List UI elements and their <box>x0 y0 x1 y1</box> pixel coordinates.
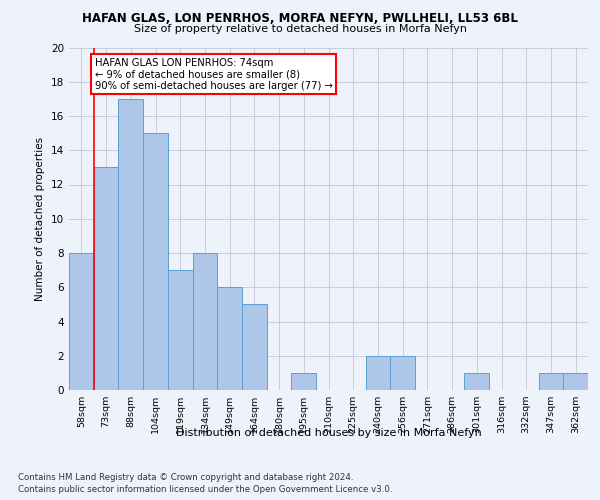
Text: Contains public sector information licensed under the Open Government Licence v3: Contains public sector information licen… <box>18 485 392 494</box>
Bar <box>242 304 267 390</box>
Text: Distribution of detached houses by size in Morfa Nefyn: Distribution of detached houses by size … <box>176 428 482 438</box>
Bar <box>94 168 118 390</box>
Bar <box>168 270 193 390</box>
Bar <box>390 356 415 390</box>
Bar <box>193 253 217 390</box>
Text: Contains HM Land Registry data © Crown copyright and database right 2024.: Contains HM Land Registry data © Crown c… <box>18 472 353 482</box>
Text: HAFAN GLAS LON PENRHOS: 74sqm
← 9% of detached houses are smaller (8)
90% of sem: HAFAN GLAS LON PENRHOS: 74sqm ← 9% of de… <box>95 58 333 91</box>
Bar <box>464 373 489 390</box>
Text: HAFAN GLAS, LON PENRHOS, MORFA NEFYN, PWLLHELI, LL53 6BL: HAFAN GLAS, LON PENRHOS, MORFA NEFYN, PW… <box>82 12 518 26</box>
Bar <box>69 253 94 390</box>
Bar <box>217 287 242 390</box>
Bar <box>292 373 316 390</box>
Y-axis label: Number of detached properties: Number of detached properties <box>35 136 46 301</box>
Bar <box>563 373 588 390</box>
Bar <box>365 356 390 390</box>
Bar <box>118 99 143 390</box>
Text: Size of property relative to detached houses in Morfa Nefyn: Size of property relative to detached ho… <box>133 24 467 34</box>
Bar <box>143 133 168 390</box>
Bar <box>539 373 563 390</box>
